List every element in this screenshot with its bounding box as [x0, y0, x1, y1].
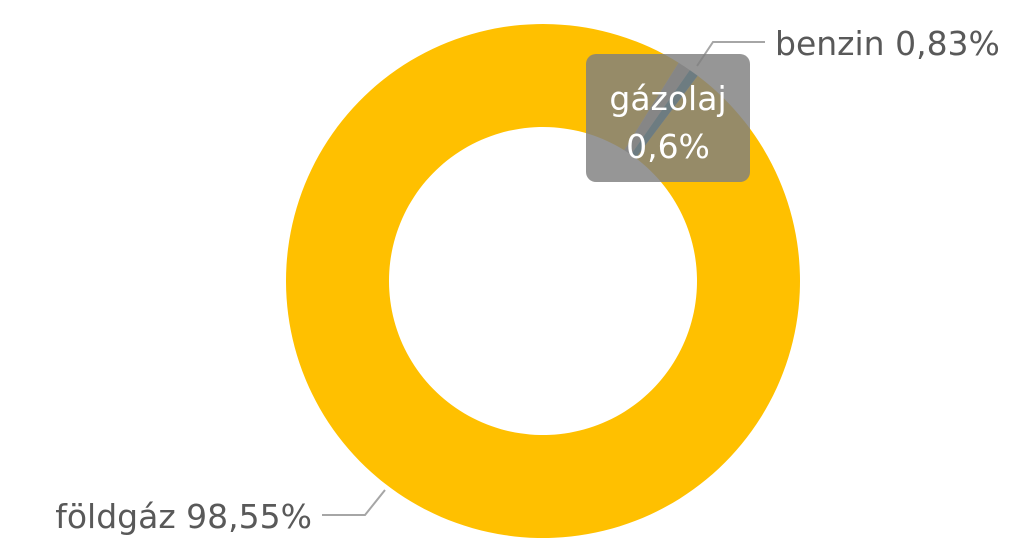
data-label: benzin 0,83%: [775, 24, 1000, 63]
data-label: földgáz 98,55%: [55, 497, 312, 536]
data-label: 0,6%: [626, 127, 710, 166]
leader-line: [322, 489, 386, 516]
label-box: [586, 54, 750, 182]
data-label: gázolaj: [609, 79, 726, 118]
